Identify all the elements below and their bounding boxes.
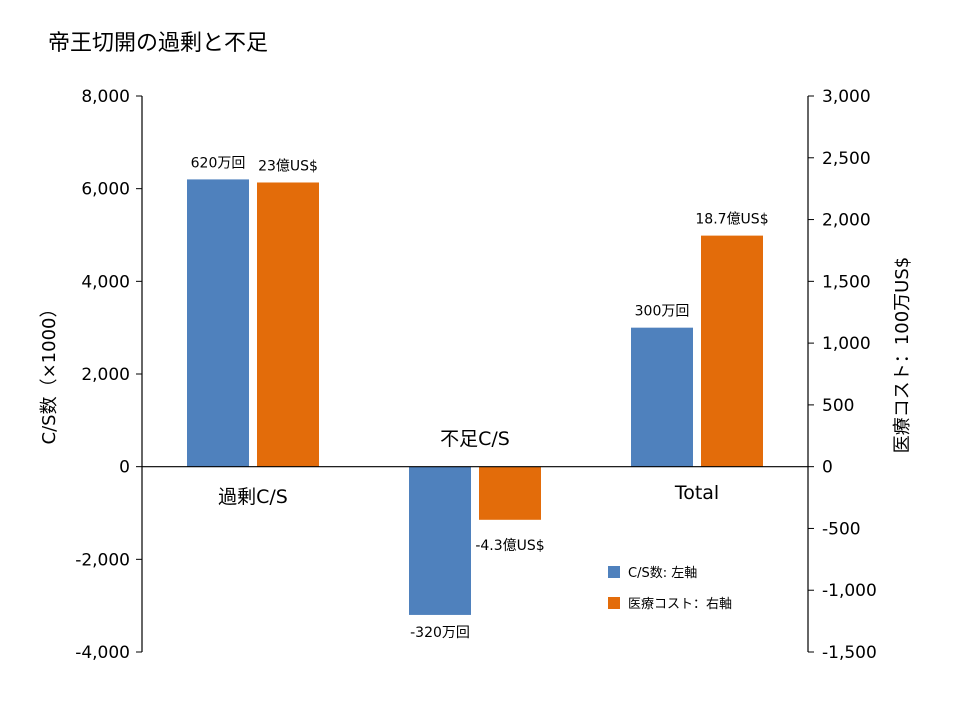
y-right-tick-label: -1,000 [822,581,877,601]
bar-cs-count-1 [409,466,471,615]
legend-swatch-medical-cost [608,597,620,609]
data-label-cs-count-2: 300万回 [635,304,690,320]
y-left-tick-label: 2,000 [81,365,130,385]
y-right-tick-label: 3,000 [822,87,871,107]
bar-cs-count-0 [187,179,249,467]
y-left-tick-label: 0 [119,458,130,478]
data-label-medical-cost-0: 23億US$ [258,158,318,174]
y-axis-left-title: C/S数（×1000） [39,300,60,445]
bar-medical-cost-1 [479,466,541,520]
y-left-tick-label: 6,000 [81,180,130,200]
category-label: 不足C/S [440,428,510,450]
y-right-tick-label: 2,000 [822,211,871,231]
y-right-tick-label: 500 [822,396,854,416]
data-label-medical-cost-2: 18.7億US$ [695,212,768,228]
data-label-cs-count-1: -320万回 [410,625,470,641]
y-right-tick-label: 0 [822,458,833,478]
legend-swatch-cs-count [608,566,620,578]
y-right-tick-label: -1,500 [822,643,877,663]
bar-medical-cost-2 [701,235,763,467]
y-right-tick-label: 1,000 [822,334,871,354]
category-label: 過剰C/S [218,486,288,508]
y-left-tick-label: -4,000 [75,643,130,663]
y-right-tick-label: -500 [822,519,861,539]
y-right-tick-label: 2,500 [822,149,871,169]
bar-medical-cost-0 [257,182,319,467]
bar-cs-count-2 [631,327,693,467]
category-label: Total [674,482,719,504]
legend-label-medical-cost: 医療コスト：右軸 [628,597,732,612]
y-left-tick-label: -2,000 [75,550,130,570]
y-axis-right-title: 医療コスト：100万US$ [892,257,913,453]
y-right-tick-label: 1,500 [822,272,871,292]
y-left-tick-label: 4,000 [81,272,130,292]
legend-label-cs-count: C/S数: 左軸 [628,566,697,581]
chart-title: 帝王切開の過剰と不足 [48,31,268,56]
y-left-tick-label: 8,000 [81,87,130,107]
data-label-medical-cost-1: -4.3億US$ [475,538,544,554]
data-label-cs-count-0: 620万回 [191,155,246,171]
